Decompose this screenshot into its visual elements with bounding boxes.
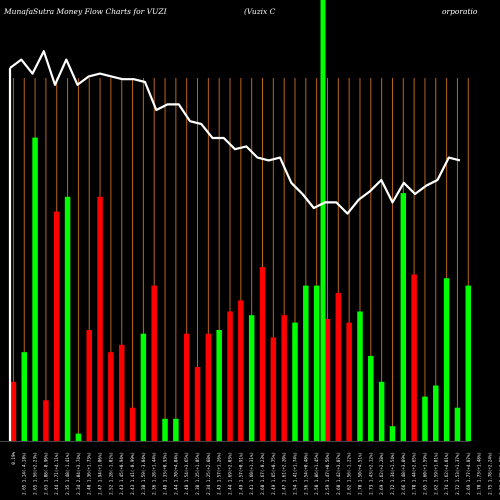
x-tick-label: 2.49 1.65(+0.75%) bbox=[271, 452, 276, 495]
volume-bar bbox=[422, 396, 428, 441]
x-tick-label: 2.65 1.56(+2.23%) bbox=[33, 452, 38, 495]
price-line bbox=[8, 50, 461, 441]
x-tick-label: 2.38 1.25(+1.05%) bbox=[195, 452, 200, 495]
volume-bar bbox=[389, 426, 396, 441]
volume-bar bbox=[270, 337, 277, 441]
x-tick-label: 2.65 1.60(+1.59%) bbox=[422, 452, 427, 495]
chart-title-right: orporatio bbox=[442, 7, 478, 16]
volume-bar bbox=[248, 315, 255, 441]
x-tick-label: 2.41 1.60(+1.31%) bbox=[249, 452, 254, 495]
x-tick-label: 2.75 1.78(+2.24%) bbox=[487, 452, 492, 495]
x-tick-label: 2.38 1.59(-3.04%) bbox=[141, 452, 146, 495]
x-tick-label: 2.62 1.59(+1.01%) bbox=[433, 452, 438, 495]
x-tick-label: 2.81 1.65(+2.08%) bbox=[498, 452, 500, 495]
x-tick-label: 2.50 1.86(+1.45%) bbox=[314, 452, 319, 495]
volume-bar bbox=[75, 433, 82, 441]
x-tick-label: 2.62 1.56(-1.22%) bbox=[347, 452, 352, 495]
volume-bar bbox=[259, 267, 266, 441]
volume-bar bbox=[194, 367, 201, 441]
x-tick-label: 2.44 1.70(+4.04%) bbox=[173, 452, 178, 495]
x-tick-label: 2.52 1.28(-1.02%) bbox=[108, 452, 113, 495]
volume-bar bbox=[454, 407, 461, 441]
volume-bar bbox=[10, 381, 17, 441]
volume-bar bbox=[183, 333, 190, 441]
volume-bar bbox=[108, 352, 114, 441]
volume-bar bbox=[368, 355, 374, 441]
volume-bar bbox=[443, 278, 450, 441]
x-tick-label: 2.56 1.54(+0.48%) bbox=[303, 452, 308, 495]
chart-title-middle: (Vuzix C bbox=[244, 7, 276, 16]
x-tick-label: 2.36 1.28(+1.44%) bbox=[152, 452, 157, 495]
volume-bar bbox=[411, 274, 417, 441]
volume-bar bbox=[64, 196, 71, 441]
x-tick-label: 2.40 1.36(+1.73%) bbox=[87, 452, 92, 495]
x-tick-label: 2.60 1.42(+3.07%) bbox=[336, 452, 341, 495]
x-tick-label: 2.66 1.48(+3.89%) bbox=[401, 452, 406, 495]
volume-bar bbox=[97, 196, 103, 441]
x-tick-label: 2.69 1.77(+4.07%) bbox=[466, 452, 471, 495]
volume-bar bbox=[324, 318, 331, 441]
x-tick-label: 2.74 1.62(+4.01%) bbox=[444, 452, 449, 495]
volume-bar bbox=[238, 300, 244, 441]
x-tick-label: 2.72 1.34(+1.54%) bbox=[390, 452, 395, 495]
x-tick-label: 0.19% bbox=[11, 452, 16, 465]
volume-bar bbox=[357, 311, 363, 441]
x-tick-label: 2.70 1.50(+4.51%) bbox=[357, 452, 362, 495]
x-tick-label: 2.69 1.62(+2.28%) bbox=[379, 452, 384, 495]
volume-bar bbox=[43, 400, 49, 441]
x-tick-label: 2.35 1.48(-1.41%) bbox=[65, 452, 70, 495]
highlight-bar bbox=[320, 0, 326, 441]
x-tick-label: 2.44 1.69(+2.03%) bbox=[228, 452, 233, 495]
volume-bar bbox=[400, 193, 407, 441]
price-line-path bbox=[9, 50, 461, 215]
volume-bar bbox=[140, 333, 147, 441]
x-axis-tick-labels: 0.19% 2.65 1.14(-4.18%) 2.65 1.56(+2.23%) 2… bbox=[11, 452, 500, 495]
volume-bar bbox=[281, 315, 287, 441]
x-tick-label: 2.43 1.57(+1.26%) bbox=[217, 452, 222, 495]
x-tick-label: 2.43 1.45(+0.94%) bbox=[119, 452, 124, 495]
volume-bar bbox=[151, 285, 157, 441]
volume-bar bbox=[335, 293, 342, 441]
volume-bar bbox=[313, 285, 320, 441]
x-tick-label: 2.43 1.41(-0.99%) bbox=[130, 452, 135, 495]
highlight-bar-rect bbox=[320, 0, 326, 441]
x-tick-label: 2.60 1.67(-0.23%) bbox=[260, 452, 265, 495]
x-tick-label: 2.34 1.25(+2.88%) bbox=[206, 452, 211, 495]
x-tick-label: 2.47 1.94(+1.06%) bbox=[98, 452, 103, 495]
volume-bar bbox=[129, 407, 136, 441]
x-tick-label: 2.70 1.73(+1.48%) bbox=[477, 452, 482, 495]
volume-bar bbox=[86, 330, 92, 441]
x-tick-label: 2.70 1.44(+2.65%) bbox=[412, 452, 417, 495]
x-tick-label: 2.48 1.33(+0.93%) bbox=[163, 452, 168, 495]
x-tick-label: 2.54 1.41(+1.74%) bbox=[292, 452, 297, 495]
volume-bar bbox=[118, 344, 125, 441]
chart-title-left: MunafaSutra Money Flow Charts for VUZI bbox=[3, 7, 168, 16]
x-tick-label: 2.63 1.08(-0.96%) bbox=[43, 452, 48, 495]
x-tick-label: 2.49 1.57(+0.91%) bbox=[238, 452, 243, 495]
volume-bar bbox=[53, 211, 60, 441]
x-tick-label: 2.34 2.04(+3.74%) bbox=[76, 452, 81, 495]
x-tick-label: 2.73 1.43(+2.12%) bbox=[368, 452, 373, 495]
volume-bar bbox=[32, 137, 38, 441]
x-tick-label: 2.59 1.47(+0.56%) bbox=[325, 452, 330, 495]
volume-bar bbox=[21, 352, 27, 441]
volume-bar bbox=[303, 285, 309, 441]
x-tick-label: 2.65 1.14(-4.18%) bbox=[22, 452, 27, 495]
volume-bars bbox=[10, 137, 472, 441]
volume-bar bbox=[465, 285, 472, 441]
volume-bar bbox=[227, 311, 233, 441]
volume-bar bbox=[292, 322, 298, 441]
x-tick-label: 2.72 1.53(+1.37%) bbox=[455, 452, 460, 495]
volume-bar bbox=[346, 322, 352, 441]
volume-bar bbox=[433, 385, 439, 441]
x-tick-label: 2.48 1.54(+3.65%) bbox=[184, 452, 189, 495]
volume-bar bbox=[378, 381, 385, 441]
x-tick-label: 2.44 1.71(+4.11%) bbox=[54, 452, 59, 495]
x-tick-label: 2.47 1.61(+2.20%) bbox=[282, 452, 287, 495]
volume-bar bbox=[173, 418, 179, 441]
volume-bar bbox=[216, 330, 222, 441]
volume-bar bbox=[162, 418, 168, 441]
volume-bar bbox=[205, 333, 212, 441]
